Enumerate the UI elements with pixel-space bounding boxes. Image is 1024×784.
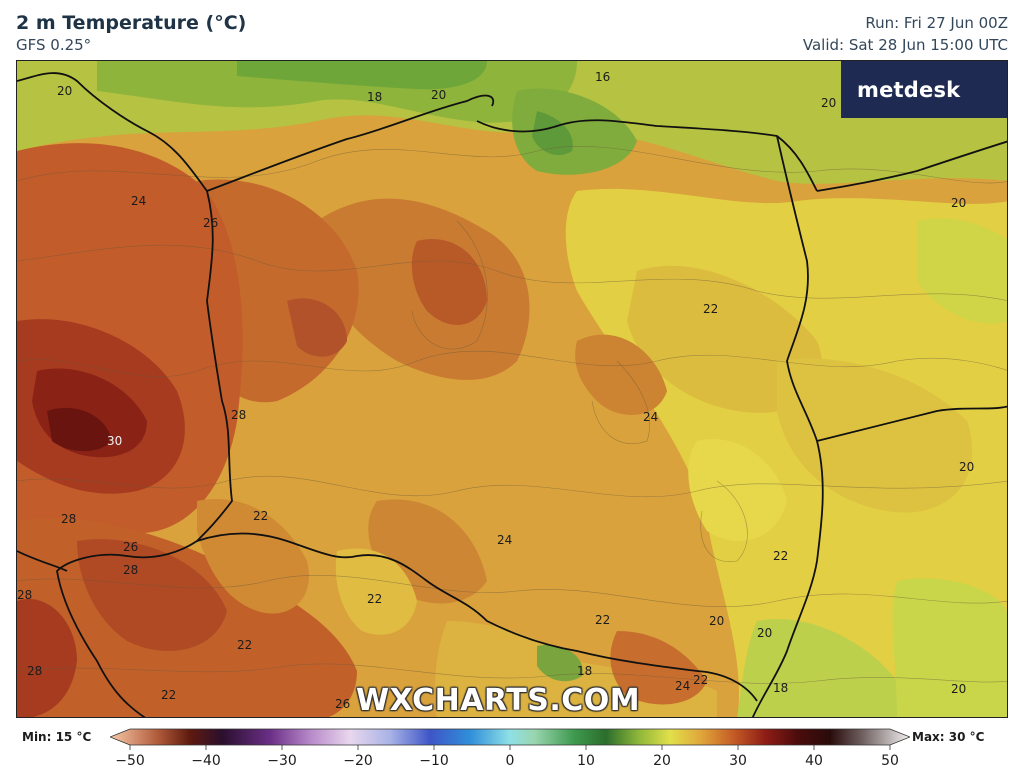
temp-label: 20: [821, 96, 836, 110]
temp-label: 28: [17, 588, 32, 602]
temp-label: 20: [951, 196, 966, 210]
chart-title: 2 m Temperature (°C): [16, 12, 247, 34]
temp-label: 26: [123, 540, 138, 554]
color-scale-tick-label: −50: [115, 753, 145, 769]
temp-label: 20: [757, 626, 772, 640]
model-label: GFS 0.25°: [16, 36, 92, 54]
temp-label: 22: [367, 592, 382, 606]
color-scale-tick-label: 40: [805, 753, 823, 769]
temp-label: 22: [693, 673, 708, 687]
color-scale-tick-label: 30: [729, 753, 747, 769]
metdesk-star-icon: [841, 61, 1008, 718]
temp-label: 28: [27, 664, 42, 678]
temp-label: 18: [367, 90, 382, 104]
metdesk-logo-text: metdesk: [857, 77, 961, 102]
temp-label: 22: [253, 509, 268, 523]
color-scale-gradient: [110, 728, 910, 746]
temp-label: 16: [595, 70, 610, 84]
temperature-labels: 20 18 20 16 20 24 26 20 22 28 30 24 20 2…: [17, 70, 974, 711]
wxcharts-watermark: WXCHARTS.COM: [356, 683, 641, 718]
color-scale-tick-label: −30: [267, 753, 297, 769]
temp-label: 26: [335, 697, 350, 711]
temp-label: 28: [123, 563, 138, 577]
temp-label: 18: [577, 664, 592, 678]
temp-label: 24: [643, 410, 658, 424]
temp-label: 22: [703, 302, 718, 316]
color-scale-tick-label: 20: [653, 753, 671, 769]
temp-label: 24: [497, 533, 512, 547]
temp-label: 30: [107, 434, 122, 448]
temp-label: 24: [675, 679, 690, 693]
temp-label: 20: [959, 460, 974, 474]
color-scale-tick-label: −10: [419, 753, 449, 769]
color-scale-bar: −50 −40 −30 −20 −10 0 10 20 30 40 50: [110, 728, 910, 769]
color-scale-tick-label: 50: [881, 753, 899, 769]
min-value-label: Min: 15 °C: [22, 730, 92, 744]
color-scale-tick-label: 0: [506, 753, 515, 769]
temp-label: 20: [431, 88, 446, 102]
map-field: 20 18 20 16 20 24 26 20 22 28 30 24 20 2…: [17, 61, 1007, 717]
color-scale-tick-label: −20: [343, 753, 373, 769]
temp-label: 22: [237, 638, 252, 652]
run-time: Run: Fri 27 Jun 00Z: [865, 14, 1008, 32]
color-scale-tick-label: 10: [577, 753, 595, 769]
temp-label: 26: [203, 216, 218, 230]
temp-label: 22: [595, 613, 610, 627]
metdesk-logo: metdesk: [841, 61, 1007, 118]
color-scale-tick-label: −40: [191, 753, 221, 769]
temp-label: 20: [57, 84, 72, 98]
temp-label: 28: [231, 408, 246, 422]
temp-label: 18: [773, 681, 788, 695]
temp-label: 22: [773, 549, 788, 563]
temp-label: 22: [161, 688, 176, 702]
temp-label: 24: [131, 194, 146, 208]
temp-label: 20: [709, 614, 724, 628]
temperature-map: 20 18 20 16 20 24 26 20 22 28 30 24 20 2…: [16, 60, 1008, 718]
temp-label: 20: [951, 682, 966, 696]
max-value-label: Max: 30 °C: [912, 730, 985, 744]
temp-label: 28: [61, 512, 76, 526]
valid-time: Valid: Sat 28 Jun 15:00 UTC: [802, 36, 1008, 54]
